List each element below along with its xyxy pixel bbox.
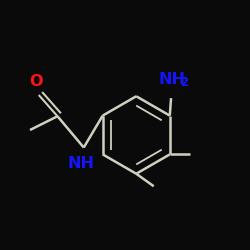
Text: NH: NH [159,72,186,87]
Text: O: O [30,74,43,89]
Text: NH: NH [68,156,95,171]
Text: 2: 2 [180,76,188,89]
